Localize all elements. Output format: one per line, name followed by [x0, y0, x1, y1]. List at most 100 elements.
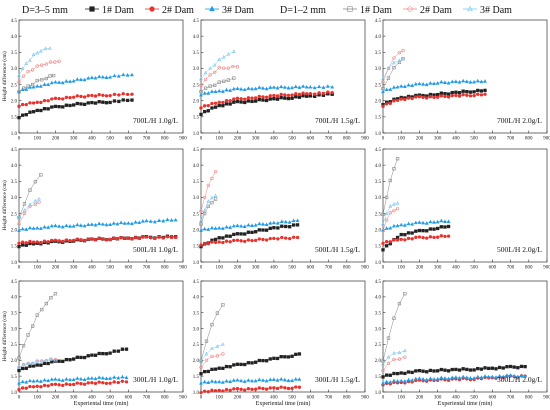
data-point	[93, 75, 98, 80]
chart-panel: 1.0 1.5 2.0 2.5 3.0 3.5 4.0 4.5 0 100 200 300 400 500…	[1, 148, 187, 271]
x-tick-label: 700	[325, 266, 333, 271]
data-point	[203, 70, 208, 75]
y-tick-label: 2.5	[375, 83, 382, 88]
data-point	[246, 96, 251, 100]
x-tick-label: 800	[525, 396, 533, 401]
data-point	[203, 77, 208, 81]
data-point	[428, 81, 433, 85]
data-point	[403, 233, 407, 237]
data-point	[141, 235, 145, 239]
data-point	[31, 226, 36, 230]
data-point	[22, 208, 27, 212]
data-point	[35, 384, 39, 388]
data-point	[217, 240, 221, 244]
data-point	[417, 376, 422, 380]
data-point	[97, 74, 102, 79]
data-point	[64, 382, 69, 386]
data-point	[79, 223, 83, 227]
data-point	[125, 98, 130, 103]
x-axis-label: Experiental time (min)	[256, 400, 311, 407]
data-point	[410, 378, 414, 382]
data-point	[428, 368, 433, 373]
data-point	[108, 376, 112, 380]
data-point	[213, 70, 217, 75]
legend-entry: 1# Dam	[343, 5, 392, 16]
data-point	[28, 384, 32, 389]
data-point	[253, 86, 258, 91]
data-point	[406, 82, 411, 87]
data-point	[199, 372, 203, 376]
data-point	[210, 354, 214, 359]
data-point	[457, 91, 462, 95]
data-point	[435, 219, 440, 224]
y-tick-label: 2.0	[375, 100, 382, 105]
data-point	[48, 46, 52, 50]
data-point	[21, 362, 26, 367]
data-point	[42, 383, 47, 388]
data-point	[86, 354, 90, 358]
data-point	[428, 376, 433, 380]
data-point	[231, 378, 236, 382]
panel-label: 300L/H 1.0g/L	[133, 375, 178, 384]
data-point	[465, 93, 469, 97]
data-point	[399, 237, 403, 242]
data-point	[384, 226, 389, 230]
data-point	[97, 375, 102, 379]
plot-frame	[200, 280, 366, 393]
data-point	[20, 113, 25, 117]
legend-left-entries: 1# Dam 2# Dam 3# Dam	[85, 5, 254, 16]
data-point	[381, 228, 385, 233]
data-point	[20, 226, 25, 231]
data-point	[246, 361, 251, 365]
data-point	[28, 58, 32, 62]
data-point	[392, 350, 396, 355]
data-point	[264, 387, 269, 391]
series	[17, 217, 178, 232]
data-point	[246, 378, 251, 382]
data-point	[288, 237, 292, 241]
data-point	[206, 369, 210, 374]
data-point	[64, 103, 69, 107]
panels: 1.0 1.5 2.0 2.5 3.0 3.5 4.0 4.5 0 100 200 300 400 500…	[1, 19, 550, 407]
data-point	[232, 387, 236, 391]
data-point	[483, 79, 487, 83]
data-point	[392, 60, 396, 65]
data-point	[42, 98, 47, 103]
plot-frame	[200, 19, 366, 134]
data-point	[239, 223, 243, 228]
data-point	[410, 83, 414, 87]
data-point	[222, 79, 226, 83]
data-point	[406, 221, 411, 226]
data-point	[24, 61, 29, 65]
series	[381, 157, 400, 216]
legend-marker	[467, 5, 473, 12]
data-point	[24, 227, 29, 231]
data-point	[130, 98, 134, 102]
data-point	[116, 375, 121, 380]
x-tick-label: 400	[452, 137, 460, 142]
data-point	[226, 52, 231, 56]
y-tick-label: 4.0	[375, 164, 382, 169]
data-point	[224, 364, 229, 369]
data-point	[397, 301, 402, 306]
x-tick-label: 200	[234, 396, 242, 401]
data-point	[35, 108, 39, 113]
data-point	[388, 380, 393, 384]
data-point	[50, 97, 54, 101]
data-point	[439, 218, 444, 223]
panel-label: 500L/H 1.5g/L	[315, 245, 360, 254]
data-point	[90, 381, 94, 385]
data-point	[446, 376, 451, 381]
data-point	[392, 371, 396, 376]
data-point	[30, 361, 35, 365]
data-point	[221, 236, 225, 240]
data-point	[35, 225, 40, 230]
x-tick-label: 300	[70, 396, 78, 401]
data-point	[313, 92, 317, 96]
data-point	[44, 301, 48, 306]
panel-label: 500L/H 2.0g/L	[497, 245, 542, 254]
data-point	[231, 64, 235, 69]
data-point	[228, 379, 232, 384]
data-point	[403, 84, 407, 89]
data-point	[210, 240, 214, 244]
